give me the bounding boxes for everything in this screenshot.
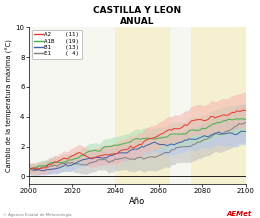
Title: CASTILLA Y LEON
ANUAL: CASTILLA Y LEON ANUAL (93, 5, 181, 26)
Legend: A2    (11), A1B   (19), B1    (13), E1    ( 4): A2 (11), A1B (19), B1 (13), E1 ( 4) (32, 30, 82, 59)
Bar (115, 27, 170, 184)
Y-axis label: Cambio de la temperatura máxima (°C): Cambio de la temperatura máxima (°C) (5, 39, 13, 172)
Text: © Agencia Estatal de Meteorología: © Agencia Estatal de Meteorología (3, 213, 71, 217)
X-axis label: Año: Año (129, 197, 145, 206)
Bar (191, 27, 245, 184)
Text: AEMet: AEMet (227, 211, 252, 217)
